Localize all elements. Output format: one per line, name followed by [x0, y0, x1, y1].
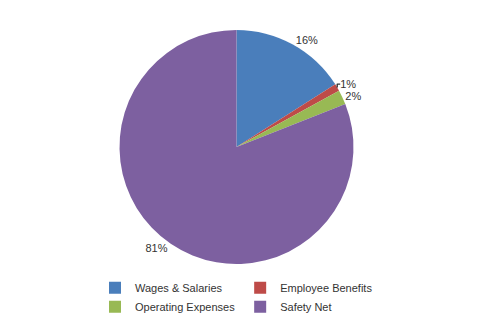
svg-text:Safety Net: Safety Net	[280, 301, 331, 313]
svg-text:2%: 2%	[345, 90, 361, 102]
svg-text:Operating Expenses: Operating Expenses	[135, 301, 235, 313]
svg-text:81%: 81%	[146, 242, 168, 254]
svg-text:Employee Benefits: Employee Benefits	[280, 282, 372, 294]
svg-text:16%: 16%	[296, 34, 318, 46]
svg-text:Wages & Salaries: Wages & Salaries	[135, 282, 223, 294]
svg-text:1%: 1%	[340, 78, 356, 90]
